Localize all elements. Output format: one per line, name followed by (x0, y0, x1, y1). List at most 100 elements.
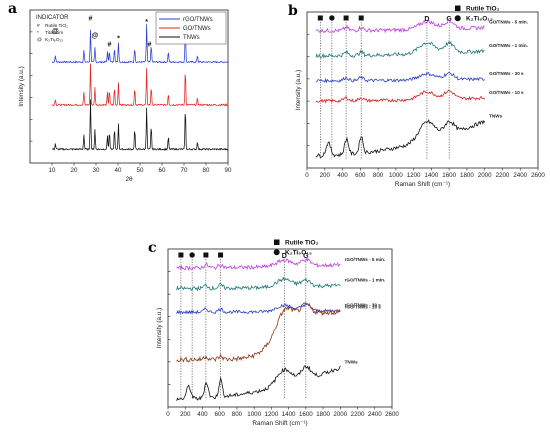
y-axis-label: Intensity (a.u.) (295, 70, 302, 111)
x-tick-label: 200 (180, 411, 191, 418)
chart-panel-a: a 10 20 30 40 50 60 70 80 90 2θ Intensity (a.u.) @ # @… (8, 1, 232, 183)
x-tick-label: 2200 (351, 411, 365, 418)
legend: Rutile TiO₂ K₂Ti₆O₁₃ (454, 5, 500, 23)
indicator-symbol: # (37, 23, 40, 29)
legend-label: GO/TNWs (183, 26, 211, 32)
series-line-GO/TNWs (51, 63, 229, 107)
chart-panel-c: c 0 200 400 600 800 1000 1200 1400 1600 1800 2000 22… (148, 239, 399, 427)
legend-label: TNWs (183, 35, 200, 41)
x-tick-label: 600 (215, 411, 226, 418)
plot-frame (306, 11, 539, 169)
series-label: TNWs (489, 113, 502, 118)
legend-label: rGO/TNWs (183, 17, 213, 23)
legend-label: Rutile TiO₂ (285, 240, 319, 247)
x-tick-label: 2000 (333, 411, 347, 418)
x-tick-label: 400 (197, 411, 208, 418)
plot-frame (29, 9, 229, 164)
band-label: D (424, 16, 429, 23)
square-marker (218, 252, 224, 258)
series-line-rGO/TNWs - 30 s (176, 303, 341, 315)
x-tick-label: 800 (373, 172, 384, 179)
x-tick-label: 2400 (368, 411, 382, 418)
x-tick-label: 50 (137, 167, 144, 174)
x-tick-label: 1000 (389, 172, 403, 179)
x-tick-label: 2400 (513, 172, 527, 179)
chart-panel-b: b 0 200 400 600 800 1000 1200 1400 1600 1800 2000 22… (288, 3, 545, 188)
panel-letter: a (8, 1, 17, 17)
y-axis-label: Intensity (a.u.) (18, 66, 25, 107)
legend-box (155, 11, 227, 45)
square-marker (178, 252, 184, 258)
legend-circle (454, 15, 461, 22)
x-tick-label: 1600 (299, 411, 313, 418)
series-label: rGO/TNWs - 5 min. (345, 257, 386, 262)
series-line-GO/TNWs - 1 min. (315, 40, 485, 59)
x-tick-label: 30 (93, 167, 100, 174)
square-marker (343, 15, 349, 21)
indicator-label: Titanium (45, 30, 63, 36)
series-label: GO/TNWs - 5 min. (489, 20, 528, 25)
series-label: GO/TNWs - 1 min. (489, 43, 528, 48)
x-tick-label: 200 (320, 172, 331, 179)
legend-label: K₂Ti₆O₁₃ (285, 250, 312, 257)
series-line-GO/TNWs - 30 s (315, 71, 485, 84)
x-tick-label: 40 (115, 167, 122, 174)
peak-marker: * (117, 36, 120, 43)
x-tick-label: 2000 (478, 172, 492, 179)
x-tick-label: 1800 (316, 411, 330, 418)
x-axis-label: Raman Shift (cm⁻¹) (252, 420, 307, 427)
x-tick-label: 800 (232, 411, 243, 418)
square-marker (358, 15, 364, 21)
series-label: GO/TNWs - 10 s (489, 90, 524, 95)
x-tick-label: 1400 (282, 411, 296, 418)
indicator-symbol: @ (37, 37, 42, 43)
x-tick-label: 10 (49, 167, 56, 174)
x-tick-label: 2600 (531, 172, 545, 179)
series-label: rGO/TNWs - 10 s (345, 304, 382, 309)
peak-marker: # (107, 42, 111, 49)
circle-marker (189, 252, 195, 258)
peak-marker: @ (91, 33, 98, 40)
legend-square (455, 5, 461, 11)
panel-letter: b (288, 3, 298, 19)
x-tick-label: 70 (181, 167, 188, 174)
series-line-TNWs (176, 365, 341, 401)
square-marker (203, 252, 209, 258)
x-tick-label: 2200 (496, 172, 510, 179)
legend-square (274, 239, 280, 245)
legend: Rutile TiO₂ K₂Ti₆O₁₃ (273, 239, 319, 257)
x-axis-label: Raman Shift (cm⁻¹) (395, 181, 450, 188)
legend-circle (273, 249, 280, 256)
x-tick-label: 1400 (425, 172, 439, 179)
series-line-rGO/TNWs - 1 min. (176, 276, 341, 292)
x-tick-label: 20 (71, 167, 78, 174)
series-line-rGO/TNWs (51, 24, 229, 64)
band-label: D (282, 253, 287, 260)
indicator-label: K₂Ti₆O₁₃ (45, 37, 63, 43)
series-line-GO/TNWs - 5 min. (315, 18, 485, 34)
x-tick-label: 1200 (265, 411, 279, 418)
peak-marker: # (89, 16, 93, 23)
legend-label: Rutile TiO₂ (466, 6, 500, 13)
series-line-TNWs (51, 99, 229, 151)
series-line-rGO/TNWs - 5 min. (176, 256, 341, 271)
indicator-title: INDICATOR (36, 15, 69, 21)
x-tick-label: 2600 (385, 411, 399, 418)
x-tick-label: 1200 (407, 172, 421, 179)
x-tick-label: 600 (355, 172, 366, 179)
series-line-rGO/TNWs - 10 s (176, 302, 341, 363)
indicator-box: INDICATOR# Rutile TiO₂* Titanium@ K₂Ti₆O₁₃ (36, 15, 69, 43)
x-tick-label: 60 (159, 167, 166, 174)
x-tick-label: 0 (305, 172, 309, 179)
band-label: G (303, 253, 309, 260)
x-tick-label: 90 (225, 167, 232, 174)
x-tick-label: 1600 (442, 172, 456, 179)
square-marker (317, 15, 323, 21)
series-label: GO/TNWs - 30 s (489, 71, 524, 76)
indicator-label: Rutile TiO₂ (45, 23, 68, 29)
panel-letter: c (148, 240, 157, 256)
x-tick-label: 1000 (247, 411, 261, 418)
legend-label: K₂Ti₆O₁₃ (466, 16, 493, 23)
x-tick-label: 1800 (460, 172, 474, 179)
x-axis-label: 2θ (125, 176, 133, 183)
